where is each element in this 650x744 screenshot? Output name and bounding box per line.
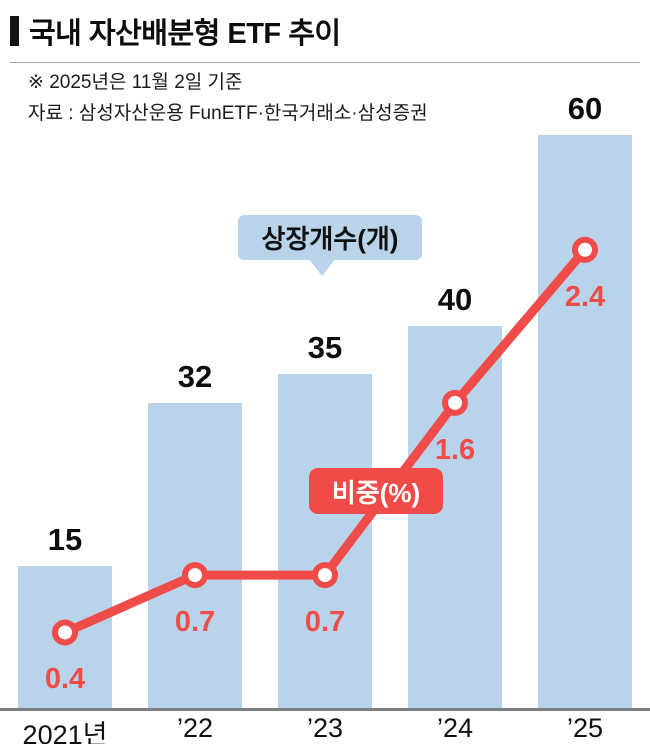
bar: [408, 326, 502, 709]
title-divider: [10, 62, 640, 63]
bar: [278, 374, 372, 709]
x-tick-label: ’24: [436, 713, 474, 743]
header: 국내 자산배분형 ETF 추이 ※ 2025년은 11월 2일 기준 자료 : …: [0, 0, 650, 125]
line-value-label: 0.4: [44, 663, 86, 696]
x-axis-line: [0, 708, 650, 711]
line-value-label: 0.7: [304, 606, 346, 639]
bar-value-label: 35: [307, 330, 343, 366]
line-value-label: 0.7: [174, 606, 216, 639]
line-series-badge-label: 비중(%): [331, 477, 421, 508]
bar-series-callout: 상장개수(개): [238, 215, 422, 260]
bar: [148, 402, 242, 709]
x-tick-label: ’23: [306, 713, 344, 743]
note-text: ※ 2025년은 11월 2일 기준: [28, 72, 243, 93]
bar-value-label: 60: [567, 91, 603, 126]
bar-value-label: 40: [437, 282, 473, 318]
line-value-label: 2.4: [564, 280, 606, 313]
line-series-badge: 비중(%): [309, 468, 443, 514]
source-text: 자료 : 삼성자산운용 FunETF·한국거래소·삼성증권: [28, 103, 428, 124]
line-value-label: 1.6: [434, 433, 476, 466]
chart-title: 국내 자산배분형 ETF 추이: [29, 18, 341, 50]
bar: [538, 135, 632, 709]
x-tick-label: 2021년: [22, 720, 108, 744]
bar-value-label: 32: [177, 358, 213, 394]
x-tick-label: ’25: [566, 713, 604, 743]
bar-value-label: 15: [47, 521, 83, 557]
bar-series-callout-label: 상장개수(개): [261, 224, 399, 254]
callout-pointer-icon: [309, 259, 335, 276]
x-tick-label: ’22: [176, 713, 214, 743]
title-row: 국내 자산배분형 ETF 추이: [0, 0, 650, 52]
title-accent-bar: [10, 16, 19, 46]
